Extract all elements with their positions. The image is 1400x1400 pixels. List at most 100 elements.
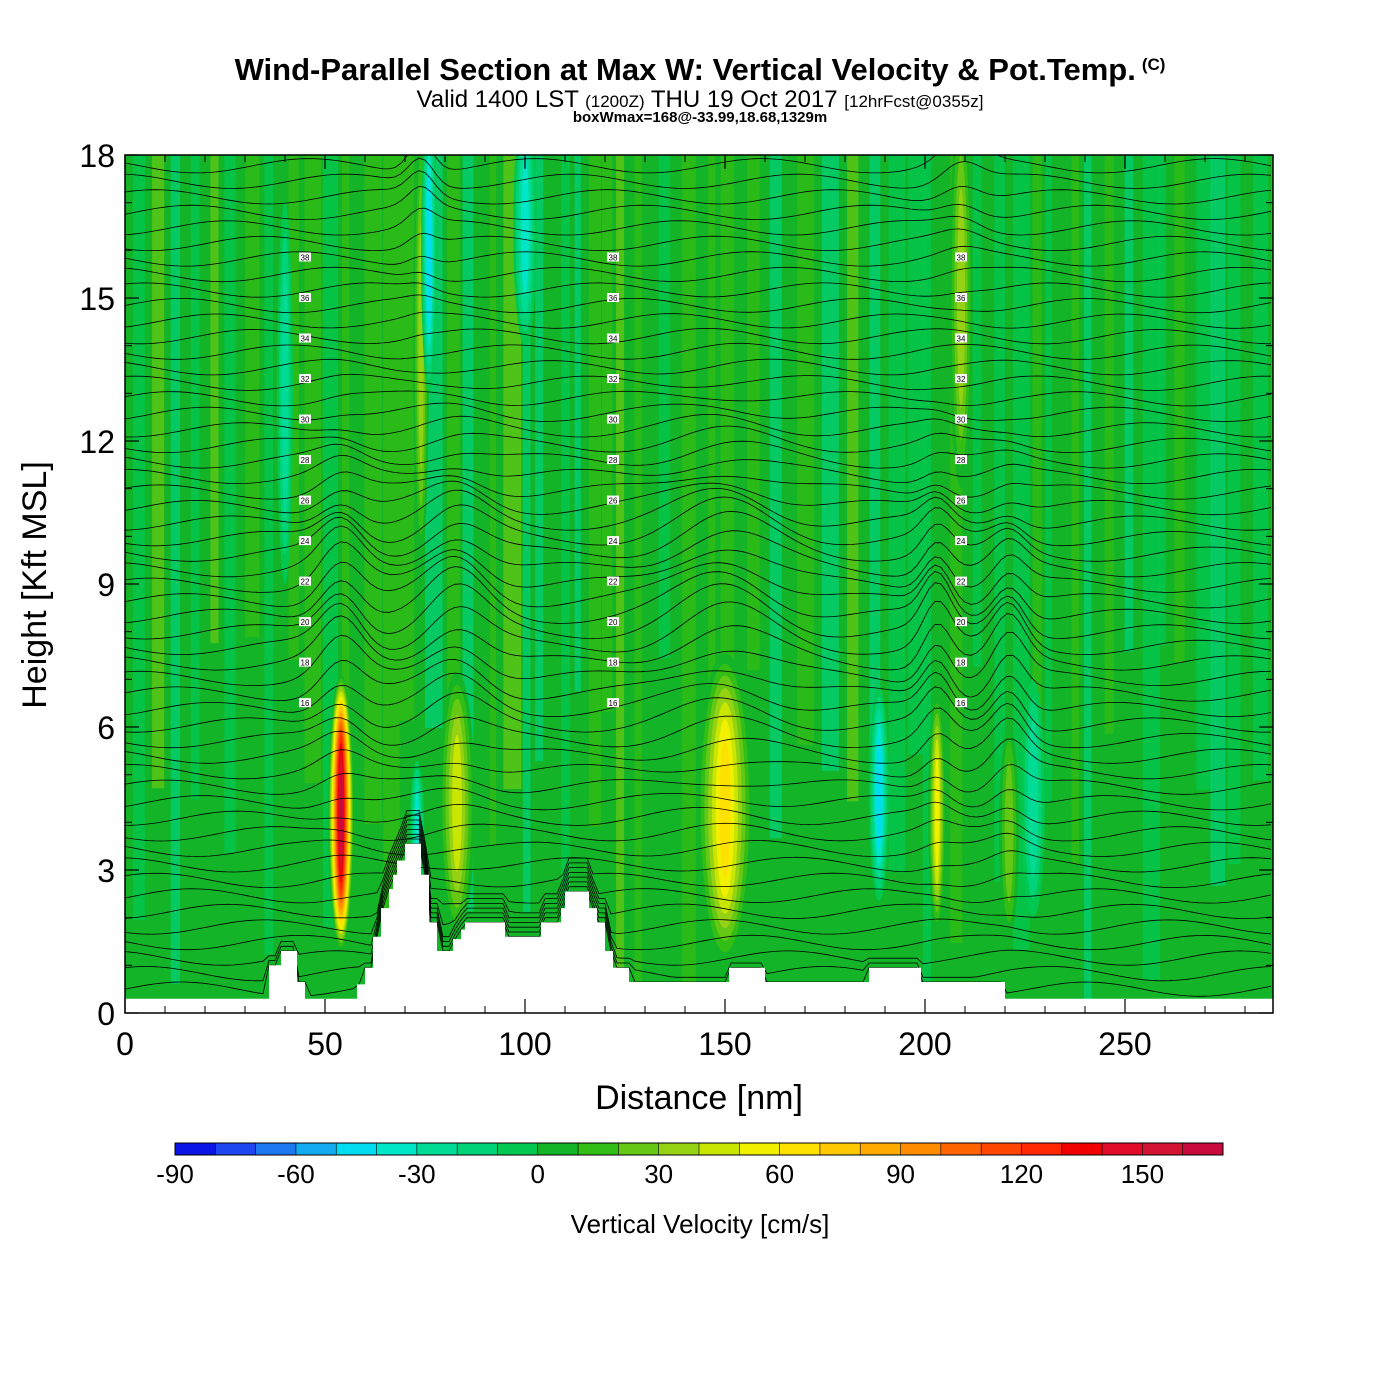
updraft-cell [452,734,462,872]
velocity-streak [190,155,200,800]
colorbar-tick-label: 0 [531,1159,545,1189]
x-axis-title: Distance [nm] [595,1079,803,1117]
colorbar-segment [295,1143,337,1155]
theta-contour-label: 18 [299,657,311,668]
updraft-cell [339,772,343,854]
theta-contour-label: 20 [299,617,311,627]
colorbar-segment [860,1143,902,1155]
theta-label-box [299,252,311,262]
velocity-streak [574,155,581,692]
velocity-streak [1104,155,1115,734]
theta-label-box [955,698,967,708]
theta-label-text: 30 [609,416,618,425]
colorbar-segment [819,1143,861,1155]
theta-label-text: 28 [609,456,618,465]
velocity-streak [797,155,814,746]
theta-label-text: 22 [609,578,618,587]
colorbar-tick-label: -60 [277,1159,315,1189]
colorbar-segment [940,1143,982,1155]
theta-label-box [299,617,311,627]
theta-label-box [607,657,619,667]
velocity-streak [972,155,982,667]
theta-contour [125,810,1272,889]
colorbar-tick-label: -30 [398,1159,436,1189]
velocity-streak [133,155,145,920]
theta-label-text: 36 [957,294,966,303]
theta-contour-label: 32 [299,374,311,384]
colorbar-segment [618,1143,660,1155]
theta-label-text: 38 [301,253,310,262]
theta-contour [125,686,1272,733]
velocity-streak [708,155,716,898]
theta-contour [125,566,1272,624]
theta-label-box [299,333,311,343]
theta-label-text: 22 [957,578,966,587]
theta-label-text: 20 [957,618,966,627]
theta-label-text: 24 [609,537,618,546]
velocity-streak [210,155,219,644]
theta-contour [125,838,1272,982]
theta-contour-label: 32 [607,374,619,384]
velocity-streak [720,155,734,808]
theta-contour-label: 24 [607,536,619,546]
theta-label-box [607,252,619,262]
theta-label-text: 18 [957,659,966,668]
velocity-streak [342,155,350,754]
theta-label-text: 30 [301,416,310,425]
downdraft-cell [1027,720,1039,877]
theta-contour-label: 32 [955,374,967,384]
theta-label-box [607,333,619,343]
theta-contour-label: 30 [955,414,967,425]
theta-contour-label: 36 [955,293,967,303]
colorbar-segment [416,1143,458,1155]
y-tick-label: 6 [97,710,115,746]
velocity-streak [304,155,322,784]
theta-contour-label: 28 [299,455,311,465]
theta-label-text: 22 [301,578,310,587]
velocity-streak [462,155,474,912]
x-tick-label: 100 [498,1026,551,1062]
y-tick-label: 18 [79,138,115,174]
theta-contour [125,833,1272,966]
theta-contour [125,342,1272,360]
velocity-cells [277,155,1045,963]
theta-contour-label: 24 [955,536,967,546]
theta-contour-label: 20 [607,617,619,627]
theta-label-text: 18 [609,659,618,668]
theta-contour [125,496,1272,547]
y-tick-label: 12 [79,424,115,460]
theta-label-box [955,455,967,465]
velocity-streak [1045,155,1052,802]
theta-label-text: 34 [301,335,310,344]
theta-label-box [955,576,967,586]
theta-label-text: 24 [957,537,966,546]
colorbar-segment [457,1143,498,1155]
theta-label-text: 24 [301,537,310,546]
theta-label-text: 16 [609,699,618,708]
theta-contour [125,787,1272,811]
chart-subtitle: Valid 1400 LST (1200Z) THU 19 Oct 2017 [… [416,86,984,113]
downdraft-cell [521,157,529,296]
theta-contour-labels: 16 16 16 18 18 18 20 20 20 22 22 22 24 24 24 26 26 26 28 28… [299,252,967,708]
theta-contour [125,671,1272,718]
theta-contour [125,582,1272,640]
colorbar-segment [336,1143,378,1155]
downdraft-cell [281,268,289,519]
theta-label-text: 36 [301,294,310,303]
colorbar-title: Vertical Velocity [cm/s] [571,1209,830,1239]
theta-contour-label: 28 [607,455,619,465]
colorbar-segment [658,1143,700,1155]
velocity-streak [847,155,859,802]
velocity-streak [1174,155,1185,663]
theta-contour [125,613,1272,671]
velocity-streak [490,155,497,845]
theta-contour [125,850,1272,873]
velocity-streak [288,155,299,660]
velocity-streak [1084,155,1092,1002]
y-tick-label: 9 [97,567,115,603]
theta-label-box [607,617,619,627]
theta-contour [125,373,1272,391]
theta-contour [125,228,1272,252]
